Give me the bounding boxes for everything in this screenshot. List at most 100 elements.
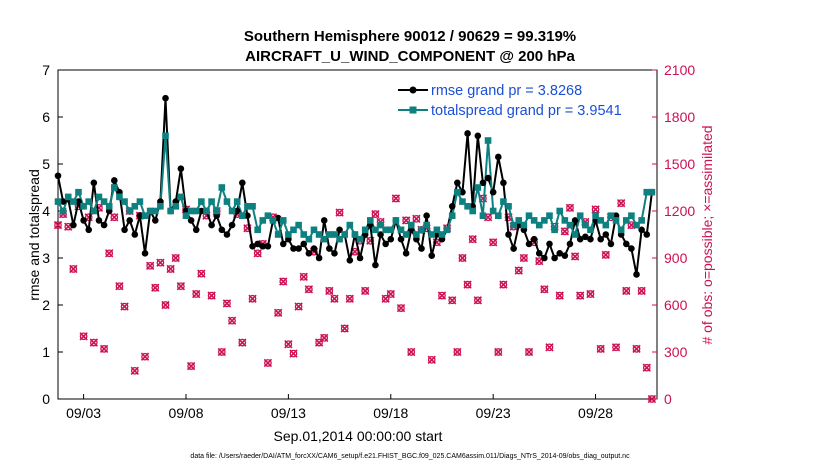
obs-assimilated-point bbox=[586, 289, 595, 299]
rmse-point bbox=[331, 250, 338, 257]
obs-assimilated-point bbox=[192, 289, 201, 299]
rmse-point bbox=[192, 226, 200, 234]
y-tick-label: 3 bbox=[42, 250, 50, 266]
totalspread-point bbox=[428, 231, 436, 238]
obs-possible-point bbox=[473, 296, 482, 305]
obs-possible-point bbox=[566, 204, 574, 212]
totalspread-point bbox=[208, 198, 215, 205]
obs-assimilated-point bbox=[427, 355, 436, 364]
rmse-point bbox=[428, 252, 436, 259]
rmse-point bbox=[100, 221, 108, 229]
rmse-point bbox=[643, 231, 651, 238]
rmse-point bbox=[541, 254, 548, 262]
obs-possible-point bbox=[514, 266, 523, 275]
obs-assimilated-point bbox=[69, 264, 78, 274]
totalspread-point bbox=[366, 217, 374, 224]
rmse-point bbox=[525, 240, 533, 248]
rmse-point bbox=[418, 245, 425, 252]
rmse-point bbox=[571, 217, 579, 224]
rmse-point bbox=[356, 254, 364, 262]
totalspread-point bbox=[566, 221, 574, 229]
obs-assimilated-point bbox=[253, 249, 262, 258]
totalspread-point bbox=[105, 203, 113, 210]
rmse-point bbox=[530, 235, 538, 243]
obs-assimilated-point bbox=[79, 332, 88, 341]
totalspread-point bbox=[372, 226, 379, 234]
totalspread-point bbox=[407, 221, 415, 229]
rmse-point bbox=[638, 226, 645, 234]
obs-assimilated-point bbox=[591, 205, 600, 214]
totalspread-point bbox=[648, 188, 656, 196]
totalspread-point bbox=[305, 235, 313, 243]
totalspread-point bbox=[459, 198, 466, 205]
rmse-point bbox=[510, 245, 517, 252]
obs-possible-point bbox=[463, 280, 472, 289]
totalspread-point bbox=[126, 207, 133, 215]
obs-possible-point bbox=[161, 301, 170, 309]
obs-possible-point bbox=[187, 362, 195, 370]
totalspread-point bbox=[479, 212, 487, 219]
x-axis-label: Sep.01,2014 00:00:00 start bbox=[274, 428, 443, 444]
obs-assimilated-point bbox=[130, 366, 139, 375]
obs-assimilated-point bbox=[273, 308, 283, 317]
totalspread-point bbox=[290, 226, 297, 234]
obs-possible-point bbox=[289, 349, 298, 358]
obs-assimilated-point bbox=[576, 291, 585, 300]
totalspread-point bbox=[213, 207, 221, 215]
totalspread-point bbox=[541, 217, 548, 224]
obs-possible-point bbox=[540, 285, 549, 294]
obs-possible-point bbox=[381, 294, 390, 303]
y-right-tick-label: 0 bbox=[664, 391, 672, 407]
obs-assimilated-point bbox=[386, 289, 395, 299]
plot-area: 0 1 2 3 4 5 6 7 0 300 600 900 1200 1500 1800 2100 09/03 0… bbox=[42, 62, 695, 421]
obs-assimilated-point bbox=[540, 285, 549, 294]
obs-possible-point bbox=[427, 355, 436, 364]
obs-assimilated-point bbox=[601, 250, 610, 260]
obs-possible-point bbox=[494, 348, 503, 356]
obs-possible-point bbox=[315, 338, 323, 347]
totalspread-point bbox=[443, 226, 451, 234]
obs-possible-point bbox=[325, 287, 334, 295]
totalspread-point bbox=[520, 221, 528, 229]
totalspread-point bbox=[259, 217, 267, 224]
rmse-point bbox=[607, 240, 615, 248]
obs-possible-point bbox=[115, 282, 124, 291]
totalspread-point bbox=[90, 207, 98, 215]
obs-possible-point bbox=[386, 290, 395, 298]
rmse-point bbox=[177, 165, 185, 172]
obs-assimilated-point bbox=[279, 277, 288, 286]
rmse-point bbox=[372, 261, 379, 269]
obs-assimilated-point bbox=[361, 286, 370, 296]
totalspread-point bbox=[310, 226, 318, 234]
obs-assimilated-point bbox=[171, 253, 180, 263]
legend-spread-marker bbox=[409, 106, 417, 114]
obs-assimilated-point bbox=[151, 283, 160, 292]
obs-assimilated-point bbox=[468, 235, 477, 244]
totalspread-point bbox=[351, 231, 359, 238]
rmse-point bbox=[622, 240, 630, 248]
totalspread-point bbox=[233, 198, 241, 205]
rmse-point bbox=[305, 250, 313, 257]
obs-assimilated-point bbox=[565, 203, 575, 213]
rmse-point bbox=[95, 217, 103, 224]
obs-assimilated-point bbox=[238, 338, 247, 347]
totalspread-point bbox=[218, 184, 226, 191]
rmse-point bbox=[474, 132, 482, 140]
obs-assimilated-point bbox=[166, 264, 175, 274]
obs-assimilated-point bbox=[345, 294, 354, 303]
totalspread-point bbox=[402, 231, 410, 238]
obs-possible-point bbox=[453, 348, 462, 356]
totalspread-point bbox=[622, 217, 630, 224]
obs-assimilated-point bbox=[519, 253, 529, 263]
obs-possible-point bbox=[146, 261, 155, 270]
totalspread-point bbox=[397, 226, 405, 234]
obs-possible-point bbox=[166, 265, 175, 273]
obs-assimilated-point bbox=[473, 296, 482, 305]
obs-possible-point bbox=[468, 235, 477, 244]
obs-assimilated-point bbox=[110, 213, 119, 222]
rmse-point bbox=[249, 242, 256, 250]
totalspread-point bbox=[59, 207, 67, 215]
obs-assimilated-point bbox=[53, 220, 63, 230]
obs-possible-point bbox=[499, 280, 508, 289]
obs-possible-point bbox=[54, 221, 62, 229]
